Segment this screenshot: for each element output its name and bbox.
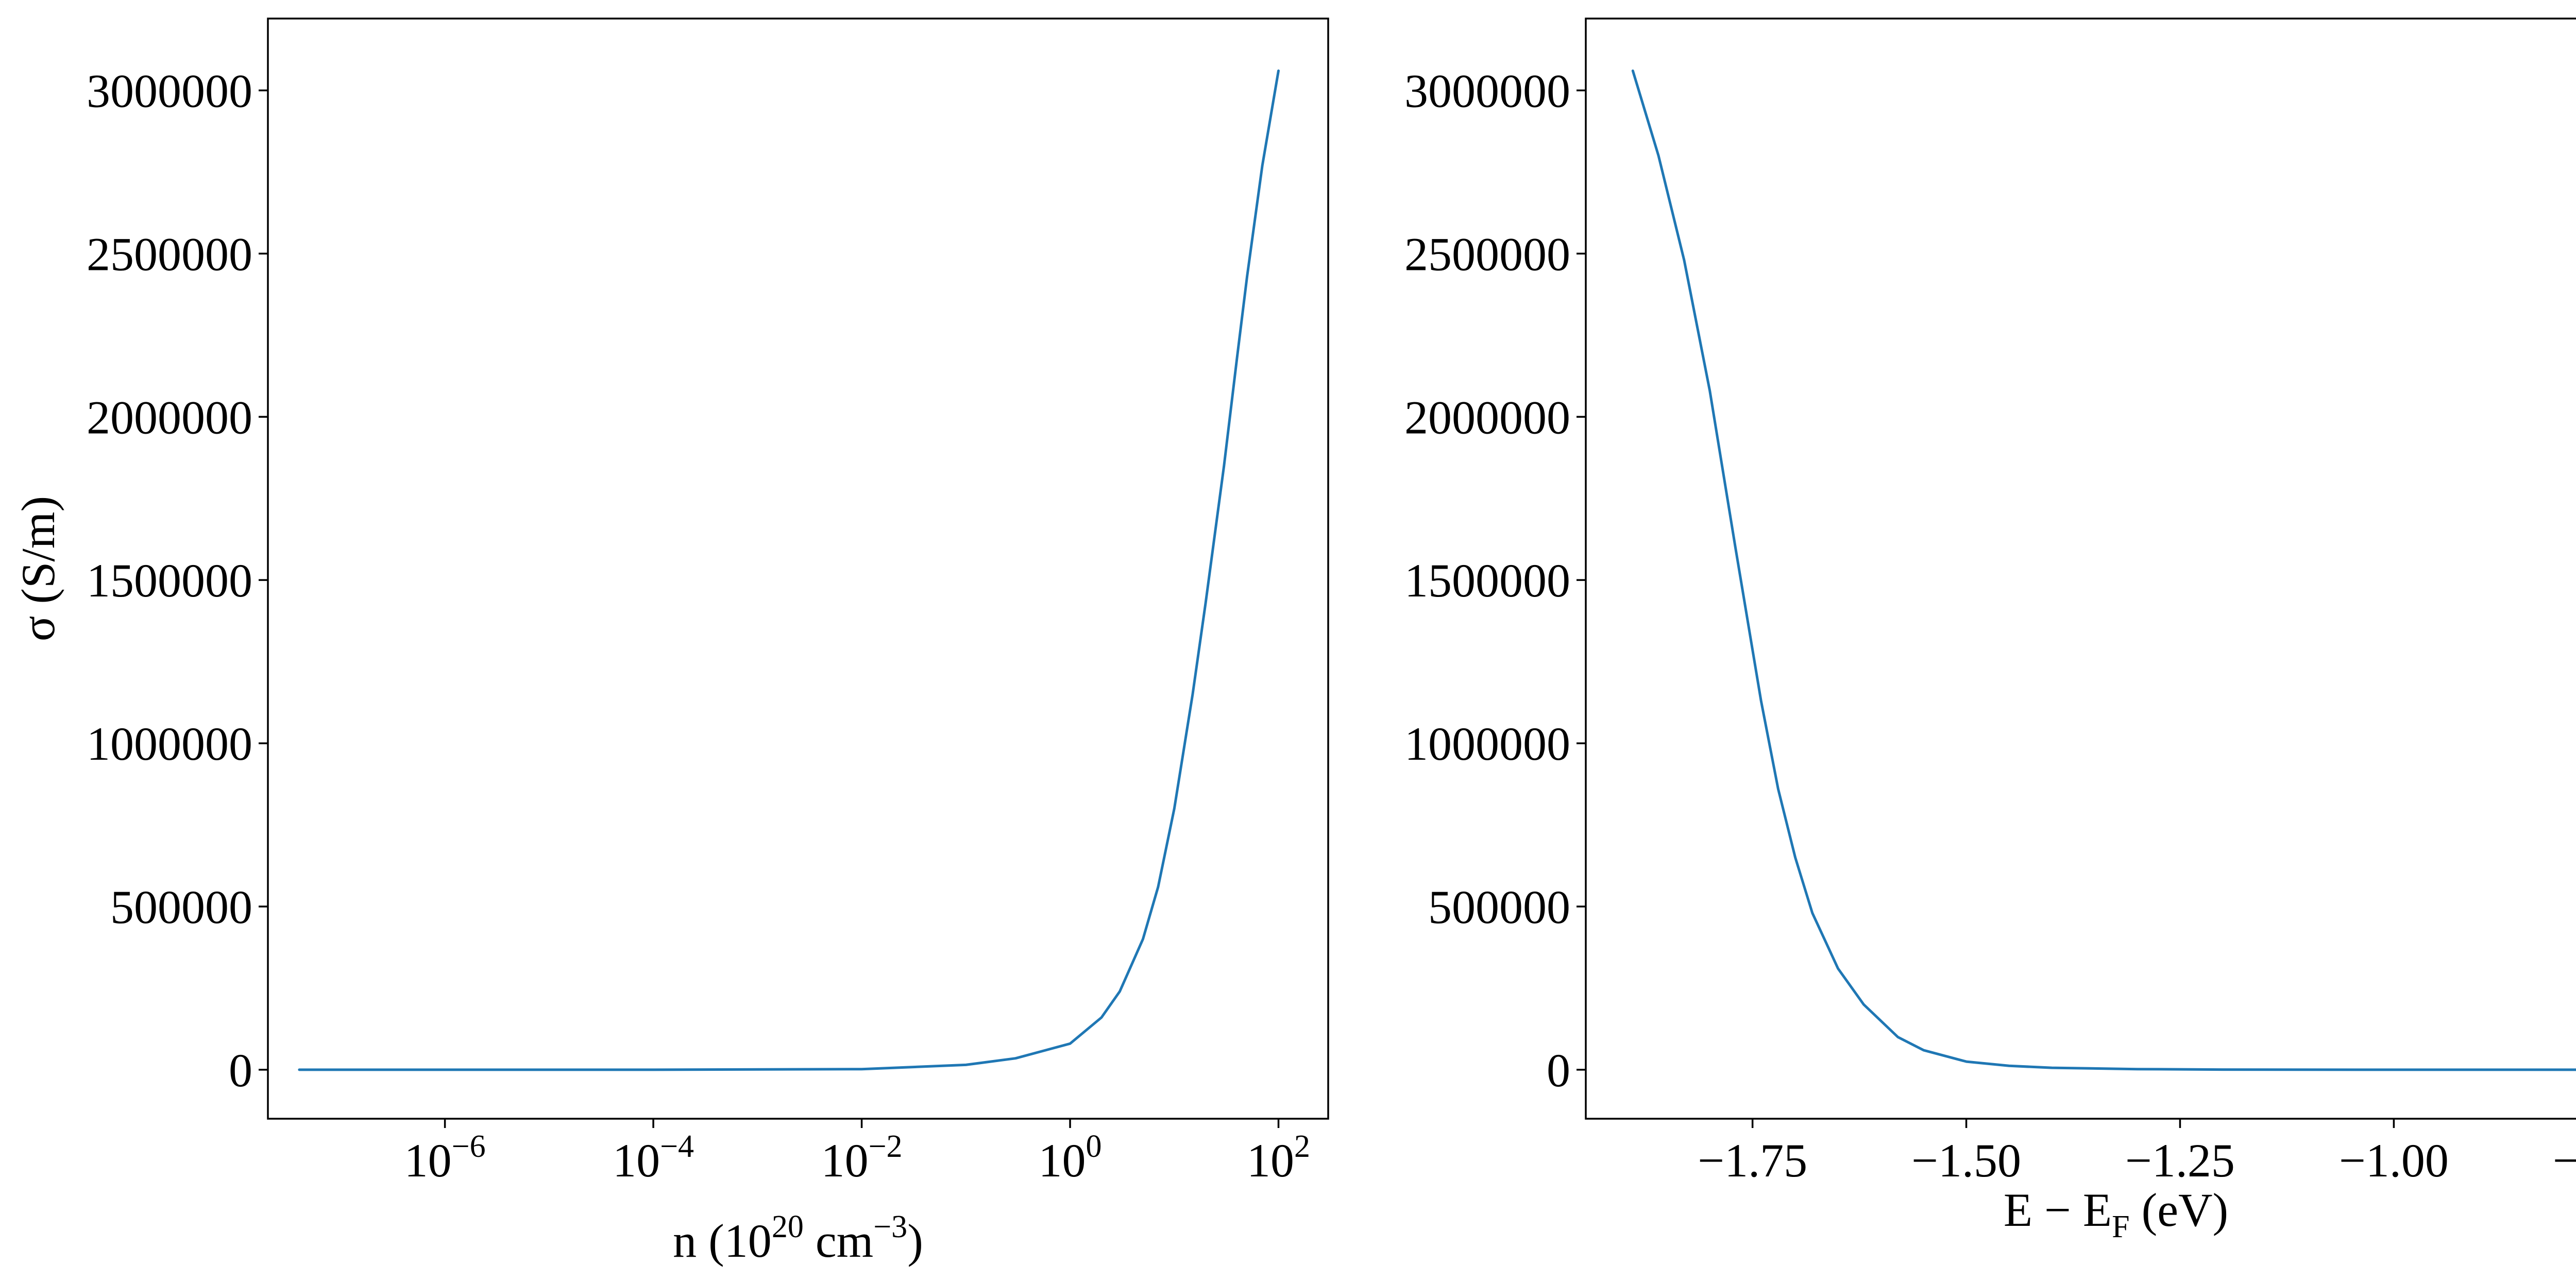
x-tick-label: 100 (1039, 1129, 1102, 1187)
x-tick-label: −0.75 (2553, 1134, 2576, 1187)
left-panel: 10−6 10−4 10−2 100 102 0 500000 1000000 1500000… (12, 18, 1329, 1267)
y-tick-label: 2000000 (87, 391, 252, 443)
y-tick-label: 0 (229, 1044, 252, 1097)
y-tick-label: 2000000 (1404, 391, 1570, 443)
x-tick-label: −1.25 (2125, 1134, 2235, 1187)
right-plot-frame (1585, 18, 2576, 1120)
y-tick-label: 1000000 (1404, 717, 1570, 770)
y-tick-label: 500000 (1428, 881, 1570, 933)
x-tick-label: −1.00 (2339, 1134, 2449, 1187)
y-tick-label: 1500000 (87, 554, 252, 607)
x-tick-label: 10−2 (821, 1129, 903, 1187)
left-plot-frame (267, 18, 1329, 1120)
y-tick-label: 2500000 (87, 228, 252, 280)
right-x-axis-label: E − EF (eV) (2004, 1184, 2228, 1244)
y-tick-label: 1500000 (1404, 554, 1570, 607)
y-tick-label: 0 (1547, 1044, 1570, 1097)
y-tick-label: 500000 (110, 881, 252, 933)
x-tick-label: 102 (1247, 1129, 1310, 1187)
left-x-axis-label: n (1020 cm−3) (673, 1209, 923, 1267)
conductivity-vs-carrier-line (298, 69, 1280, 1071)
left-y-axis-label: σ (S/m) (12, 496, 64, 641)
y-tick-label: 3000000 (87, 64, 252, 117)
x-tick-label: 10−4 (613, 1129, 694, 1187)
x-tick-label: −1.50 (1911, 1134, 2021, 1187)
right-panel: −1.75 −1.50 −1.25 −1.00 −0.75 0 500000 1000000… (1404, 18, 2576, 1244)
x-tick-label: −1.75 (1698, 1134, 1807, 1187)
x-tick-label: 10−6 (404, 1129, 486, 1187)
conductivity-vs-energy-line (1631, 69, 2576, 1071)
y-tick-label: 2500000 (1404, 228, 1570, 280)
y-tick-label: 3000000 (1404, 64, 1570, 117)
y-tick-label: 1000000 (87, 717, 252, 770)
